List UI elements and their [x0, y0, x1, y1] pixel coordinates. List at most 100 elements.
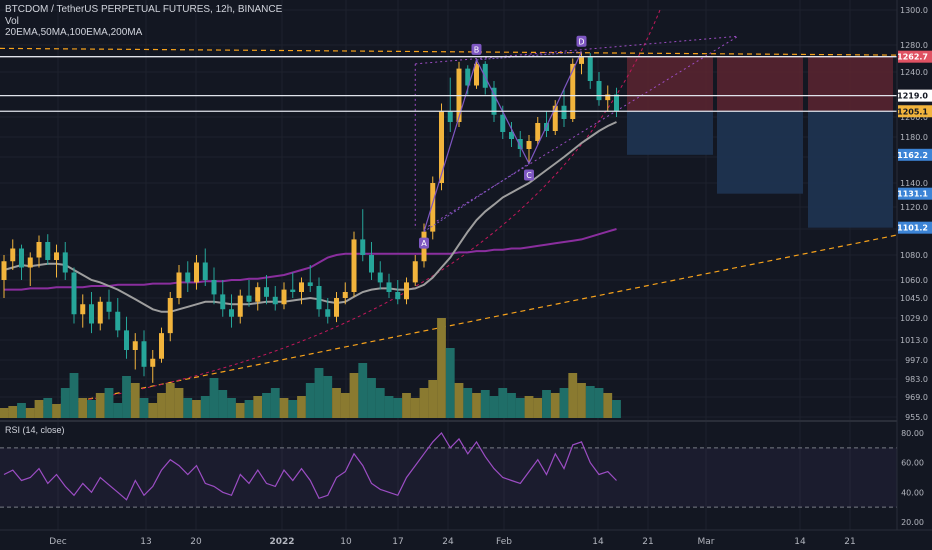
resistance-trendline — [0, 47, 897, 56]
volume-bar — [253, 396, 263, 418]
candle-body — [404, 282, 409, 300]
candle-body — [80, 304, 86, 315]
candle-body — [552, 105, 558, 131]
price-labels: 1262.7 1219.0 1205.1 1162.2 1131.1 1101.2 — [897, 50, 932, 234]
candle-body — [395, 292, 401, 300]
target-zone — [717, 111, 803, 194]
volume-bar — [550, 393, 560, 418]
candle-body — [474, 63, 479, 86]
target-zone — [808, 111, 893, 228]
candle-body — [360, 239, 366, 255]
curve-trendline — [0, 9, 661, 414]
candle-body — [89, 304, 94, 324]
candle-body — [325, 309, 331, 317]
volume-bar — [542, 390, 551, 418]
volume-bar — [437, 318, 446, 418]
candle-body — [535, 123, 541, 141]
candle-body — [290, 289, 296, 292]
price-label-box — [898, 187, 932, 200]
volume-bar — [480, 390, 490, 418]
volume-bar — [349, 373, 359, 418]
candle-body — [220, 294, 226, 310]
candle-body — [509, 132, 514, 139]
volume-bar — [340, 393, 350, 418]
volume-bar — [463, 388, 473, 418]
candle-body — [62, 252, 68, 273]
candle-body — [229, 309, 234, 317]
price-label-text: 1205.1 — [897, 107, 928, 116]
candle-body — [150, 358, 156, 367]
candle-body — [526, 141, 532, 149]
candle-body — [202, 262, 208, 280]
volume-bar — [305, 383, 315, 418]
candle-body — [106, 301, 112, 312]
candle-body — [185, 272, 191, 283]
candle-body — [561, 105, 567, 119]
candle-body — [491, 87, 497, 115]
price-tick-label: 1300.0 — [900, 6, 928, 15]
volume-bar — [218, 390, 228, 418]
time-axis[interactable]: Dec 13 20 2022 10 17 24 Feb 14 21 Mar 14 21 — [49, 537, 855, 547]
stop-zone — [717, 56, 803, 112]
stop-zone — [627, 56, 713, 112]
volume-bar — [384, 396, 394, 418]
ma-legend[interactable]: 20EMA,50MA,100EMA,200MA — [5, 27, 143, 38]
candle-body — [124, 330, 129, 350]
volume-bar — [209, 378, 219, 418]
time-tick-label: 20 — [190, 537, 202, 547]
candle-body — [386, 282, 392, 292]
price-tick-label: 983.0 — [905, 375, 928, 384]
pattern-diagonal — [476, 51, 582, 61]
time-tick-label: 2022 — [269, 537, 294, 547]
target-zone — [627, 111, 713, 155]
price-tick-label: 1060.0 — [900, 276, 928, 285]
volume-bar — [130, 383, 140, 418]
target-projections — [627, 56, 893, 228]
candle-body — [465, 68, 471, 86]
volume-bar — [69, 373, 79, 418]
price-label-text: 1131.1 — [897, 190, 928, 199]
horizontal-lines — [0, 56, 897, 112]
rsi-legend[interactable]: RSI (14, close) — [5, 425, 65, 435]
price-tick-label: 969.0 — [905, 393, 928, 402]
volume-bar — [200, 396, 210, 418]
volume-bar — [34, 400, 44, 418]
candles — [1, 51, 619, 383]
candle-body — [132, 341, 138, 350]
candle-body — [351, 239, 357, 292]
pattern-point-badge — [471, 43, 482, 55]
candle-body — [1, 261, 7, 280]
time-tick-label: 17 — [392, 537, 403, 547]
price-tick-label: 955.0 — [905, 413, 928, 422]
volume-legend[interactable]: Vol — [5, 16, 19, 27]
price-tick-label: 1180.0 — [900, 133, 928, 142]
candle-body — [614, 94, 619, 112]
volume-bar — [25, 408, 35, 418]
volume-bar — [183, 398, 193, 418]
price-tick-label: 1120.0 — [900, 203, 928, 212]
rsi-tick-label: 40.00 — [901, 488, 924, 497]
volume-bar — [270, 388, 280, 418]
volume-bar — [577, 383, 586, 418]
time-tick-label: Feb — [496, 537, 512, 547]
volume-bar — [235, 403, 245, 418]
time-tick-label: 14 — [592, 537, 604, 547]
rsi-axis[interactable]: 80.00 60.00 40.00 20.00 — [901, 429, 924, 527]
candle-body — [447, 111, 453, 122]
ma20-line — [3, 121, 617, 313]
candle-body — [255, 287, 261, 302]
candle-body — [334, 298, 339, 317]
volume-bar — [358, 363, 368, 418]
volume-bar — [515, 398, 525, 418]
volume-bar — [148, 403, 158, 418]
time-tick-label: 10 — [340, 537, 352, 547]
volume-bar — [165, 383, 175, 418]
price-tick-label: 997.0 — [905, 356, 928, 365]
volume-bars — [0, 318, 621, 418]
candle-body — [237, 295, 243, 317]
volume-bar — [533, 398, 543, 418]
candle-body — [430, 183, 436, 232]
price-label-box — [898, 105, 932, 118]
symbol-title[interactable]: BTCDOM / TetherUS PERPETUAL FUTURES, 12h… — [5, 4, 283, 15]
price-label-text: 1262.7 — [897, 53, 928, 62]
